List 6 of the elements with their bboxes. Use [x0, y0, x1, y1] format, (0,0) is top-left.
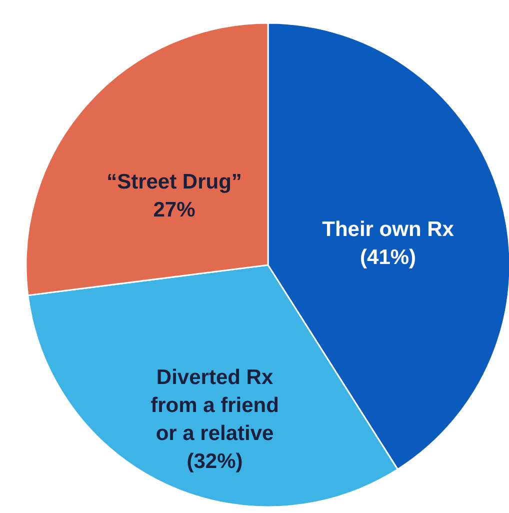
- slice-label: Diverted Rx from a friend or a relative: [150, 366, 279, 446]
- slice-label: Their own Rx: [322, 218, 454, 242]
- slice-label: “Street Drug”: [106, 170, 242, 194]
- data-label: (41%): [360, 246, 416, 270]
- data-label: 27%: [153, 198, 196, 222]
- data-label: (32%): [186, 450, 243, 474]
